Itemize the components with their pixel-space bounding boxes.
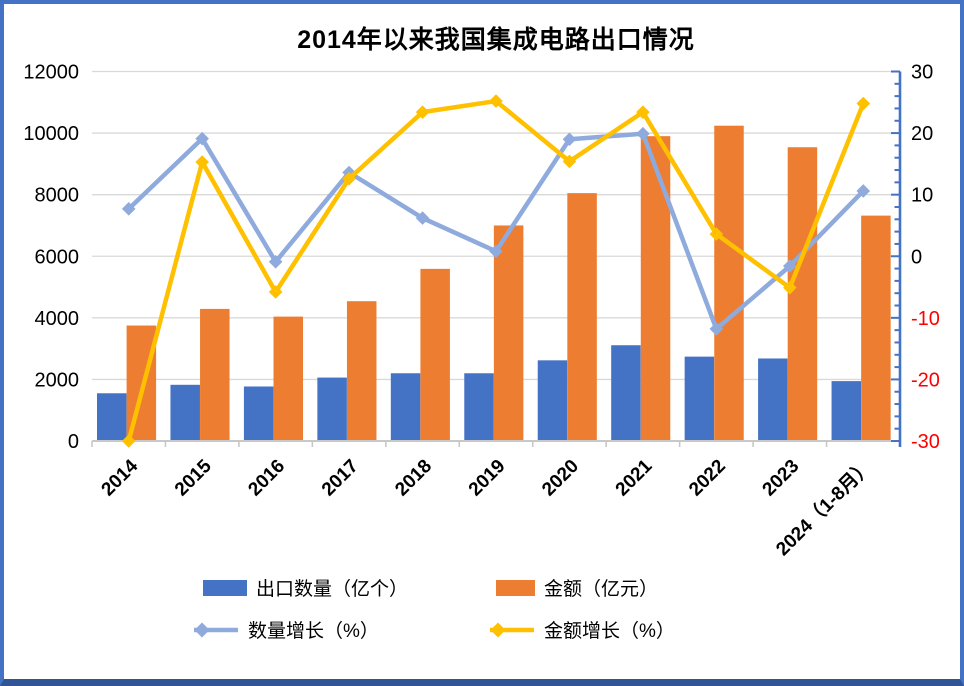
chart-title: 2014年以来我国集成电路出口情况	[297, 26, 695, 54]
svg-text:2016: 2016	[244, 456, 289, 501]
svg-text:2021: 2021	[612, 455, 657, 500]
legend-swatch-export-quantity	[203, 578, 247, 598]
legend-swatch-quantity-growth	[193, 620, 239, 640]
legend-label-export-quantity: 出口数量（亿个）	[256, 579, 409, 600]
svg-text:0: 0	[911, 246, 922, 268]
svg-text:10000: 10000	[23, 123, 79, 145]
svg-text:8000: 8000	[35, 185, 80, 207]
legend-label-export-amount: 金额（亿元）	[544, 579, 659, 600]
svg-text:-10: -10	[911, 308, 940, 330]
svg-text:-30: -30	[911, 431, 940, 453]
svg-text:2019: 2019	[465, 456, 510, 501]
svg-text:2020: 2020	[538, 456, 583, 501]
legend-item-export-amount: 金额（亿元）	[496, 574, 658, 601]
svg-text:-20: -20	[911, 369, 940, 391]
svg-text:20: 20	[911, 123, 933, 145]
svg-text:6000: 6000	[35, 246, 80, 268]
svg-text:0: 0	[68, 431, 79, 453]
svg-text:30: 30	[911, 62, 933, 84]
svg-text:10: 10	[911, 185, 933, 207]
svg-text:4000: 4000	[35, 308, 80, 330]
legend-swatch-export-amount	[496, 578, 535, 598]
svg-text:2015: 2015	[171, 455, 216, 500]
legend-item-quantity-growth: 数量增长（%）	[193, 616, 379, 643]
svg-text:12000: 12000	[23, 62, 79, 84]
svg-text:2018: 2018	[391, 456, 436, 501]
svg-text:2014: 2014	[98, 455, 143, 500]
svg-text:2022: 2022	[685, 456, 730, 501]
legend-swatch-amount-growth	[489, 620, 535, 640]
svg-text:2000: 2000	[35, 369, 80, 391]
legend-item-amount-growth: 金额增长（%）	[489, 616, 675, 643]
svg-text:2017: 2017	[318, 456, 363, 501]
legend-label-amount-growth: 金额增长（%）	[544, 621, 675, 642]
svg-text:2023: 2023	[759, 456, 804, 501]
legend-label-quantity-growth: 数量增长（%）	[248, 621, 379, 642]
legend-item-export-quantity: 出口数量（亿个）	[203, 574, 408, 601]
